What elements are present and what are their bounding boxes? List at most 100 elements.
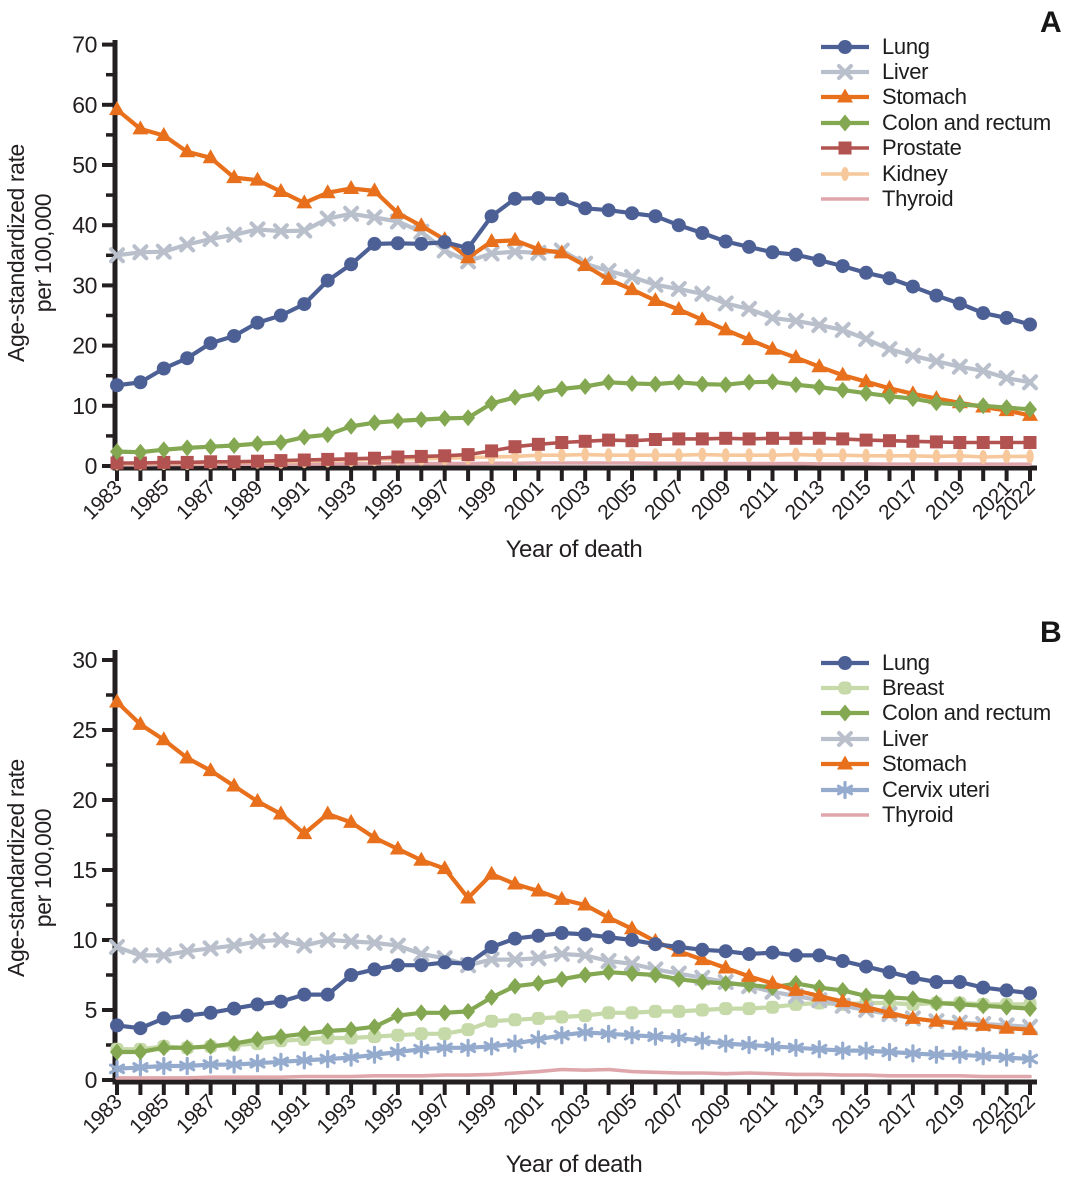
legend-label: Prostate [882,135,962,161]
svg-text:40: 40 [72,212,97,238]
svg-text:2019: 2019 [921,476,969,524]
legend-label: Liver [882,725,929,751]
panel-b-letter: B [1040,616,1062,649]
legend-label: Stomach [882,751,967,777]
legend-label: Breast [882,675,944,701]
legend-item-liver-b: Liver [820,726,1051,751]
legend-item-stomach-a: Stomach [820,85,1051,110]
svg-text:0: 0 [85,1067,97,1093]
legend-label: Kidney [882,160,948,186]
legend-label: Liver [882,59,929,85]
svg-text:1983: 1983 [78,1090,126,1138]
lung-marker-icon [820,653,870,673]
legend-item-thyroid-a: Thyroid [820,186,1051,211]
legend-item-colon-a: Colon and rectum [820,110,1051,135]
svg-text:2007: 2007 [640,1090,688,1138]
series-a-thyroid [115,461,1032,467]
svg-text:2013: 2013 [781,476,829,524]
svg-text:Year of death: Year of death [506,1151,643,1178]
svg-text:1997: 1997 [406,476,454,524]
legend-panel-a: Lung Liver Stomach Colon and rectum Pros… [820,34,1051,212]
legend-item-cervix-b: Cervix uteri [820,777,1051,802]
svg-text:10: 10 [72,393,97,419]
legend-panel-b: Lung Breast Colon and rectum Liver Stoma… [820,650,1051,828]
svg-text:2009: 2009 [687,476,735,524]
svg-text:2017: 2017 [874,1090,922,1138]
svg-text:0: 0 [85,453,97,479]
svg-text:5: 5 [85,997,97,1023]
svg-text:1995: 1995 [359,476,407,524]
lung-marker-icon [820,37,870,57]
svg-text:25: 25 [72,717,97,743]
svg-text:60: 60 [72,92,97,118]
kidney-marker-icon [820,164,870,184]
svg-text:1993: 1993 [312,476,360,524]
svg-text:1993: 1993 [312,1090,360,1138]
legend-item-lung-b: Lung [820,650,1051,675]
svg-text:per 100,000: per 100,000 [30,194,56,312]
svg-text:1997: 1997 [406,1090,454,1138]
liver-marker-icon [820,62,870,82]
svg-text:1999: 1999 [453,1090,501,1138]
svg-text:2001: 2001 [500,1090,548,1138]
svg-text:15: 15 [72,857,97,883]
legend-label: Cervix uteri [882,776,990,802]
svg-text:1989: 1989 [219,1090,267,1138]
series-b-cervix-uteri [108,1023,1039,1078]
cervix-uteri-marker-icon [820,780,870,800]
legend-label: Colon and rectum [882,109,1051,135]
svg-text:2005: 2005 [593,1090,641,1138]
legend-label: Stomach [882,84,967,110]
legend-label: Thyroid [882,186,954,212]
svg-text:2011: 2011 [735,476,782,523]
thyroid-marker-icon [820,189,870,209]
svg-text:per 100,000: per 100,000 [30,809,56,927]
legend-item-lung-a: Lung [820,34,1051,59]
svg-text:70: 70 [72,32,97,58]
svg-text:2019: 2019 [921,1090,969,1138]
legend-item-colon-b: Colon and rectum [820,701,1051,726]
svg-text:2009: 2009 [687,1090,735,1138]
series-b-colon-and-rectum [110,963,1037,1061]
liver-marker-icon [820,729,870,749]
legend-label: Thyroid [882,802,954,828]
colon-marker-icon [820,703,870,723]
series-a-liver [109,205,1038,391]
svg-text:50: 50 [72,152,97,178]
svg-text:1995: 1995 [359,1090,407,1138]
svg-text:1991: 1991 [266,1090,314,1138]
svg-text:2017: 2017 [874,476,922,524]
series-b-thyroid [115,1067,1032,1080]
svg-text:2011: 2011 [735,1090,782,1137]
stomach-marker-icon [820,754,870,774]
svg-text:20: 20 [72,787,97,813]
svg-text:2003: 2003 [547,1090,595,1138]
svg-text:1991: 1991 [266,476,314,524]
svg-text:1983: 1983 [78,476,126,524]
svg-text:1987: 1987 [172,476,220,524]
svg-text:1999: 1999 [453,476,501,524]
svg-text:30: 30 [72,647,97,673]
svg-text:2007: 2007 [640,476,688,524]
svg-text:20: 20 [72,333,97,359]
svg-text:10: 10 [72,927,97,953]
legend-item-kidney-a: Kidney [820,161,1051,186]
legend-item-stomach-b: Stomach [820,752,1051,777]
svg-text:Year of death: Year of death [506,536,643,563]
legend-item-liver-a: Liver [820,59,1051,84]
legend-label: Lung [882,33,930,59]
svg-text:1985: 1985 [125,1090,173,1138]
colon-marker-icon [820,113,870,133]
svg-text:1989: 1989 [219,476,267,524]
svg-text:30: 30 [72,272,97,298]
svg-text:2015: 2015 [827,1090,875,1138]
svg-text:1985: 1985 [125,476,173,524]
series-a-colon-and-rectum [110,373,1037,461]
svg-text:Age-standardized rate: Age-standardized rate [3,759,29,977]
legend-label: Colon and rectum [882,700,1051,726]
series-b-lung [110,926,1037,1036]
svg-text:Age-standardized rate: Age-standardized rate [3,144,29,362]
svg-text:2005: 2005 [593,476,641,524]
breast-marker-icon [820,678,870,698]
